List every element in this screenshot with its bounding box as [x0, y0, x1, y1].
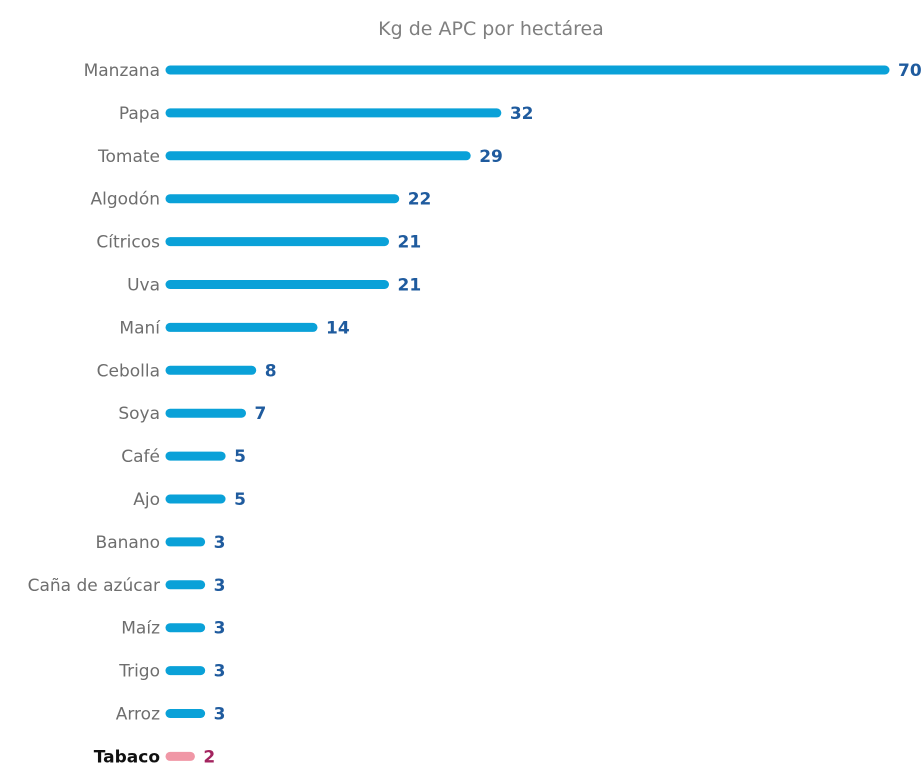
category-label-cafe: Café — [121, 447, 160, 467]
value-label-trigo: 3 — [214, 662, 226, 682]
category-label-soya: Soya — [118, 404, 160, 424]
category-label-trigo: Trigo — [118, 662, 160, 682]
value-label-banano: 3 — [214, 533, 226, 553]
category-label-tomate: Tomate — [97, 147, 160, 167]
value-label-uva: 21 — [398, 276, 422, 296]
category-label-uva: Uva — [127, 276, 160, 296]
category-label-arroz: Arroz — [116, 705, 160, 725]
category-label-manzana: Manzana — [84, 61, 160, 81]
value-label-manzana: 70 — [898, 61, 922, 81]
value-label-maiz: 3 — [214, 619, 226, 639]
value-label-arroz: 3 — [214, 705, 226, 725]
value-label-soya: 7 — [255, 404, 267, 424]
category-label-mani: Maní — [119, 318, 161, 338]
category-label-cebolla: Cebolla — [97, 361, 160, 381]
value-label-cebolla: 8 — [265, 361, 277, 381]
category-label-ajo: Ajo — [133, 490, 160, 510]
value-label-algodon: 22 — [408, 190, 432, 210]
value-label-cana-de-azucar: 3 — [214, 576, 226, 596]
category-label-papa: Papa — [119, 104, 160, 124]
value-label-ajo: 5 — [234, 490, 246, 510]
value-label-tomate: 29 — [479, 147, 503, 167]
value-label-mani: 14 — [326, 318, 350, 338]
value-label-tabaco: 2 — [203, 747, 215, 766]
category-label-algodon: Algodón — [90, 190, 160, 210]
value-label-cafe: 5 — [234, 447, 246, 467]
category-label-maiz: Maíz — [121, 619, 160, 639]
category-label-tabaco: Tabaco — [94, 747, 160, 766]
category-label-cana-de-azucar: Caña de azúcar — [28, 576, 160, 596]
chart-title: Kg de APC por hectárea — [378, 18, 604, 40]
value-label-papa: 32 — [510, 104, 534, 124]
value-label-citricos: 21 — [398, 233, 422, 253]
category-label-banano: Banano — [96, 533, 160, 553]
category-label-citricos: Cítricos — [96, 233, 160, 253]
